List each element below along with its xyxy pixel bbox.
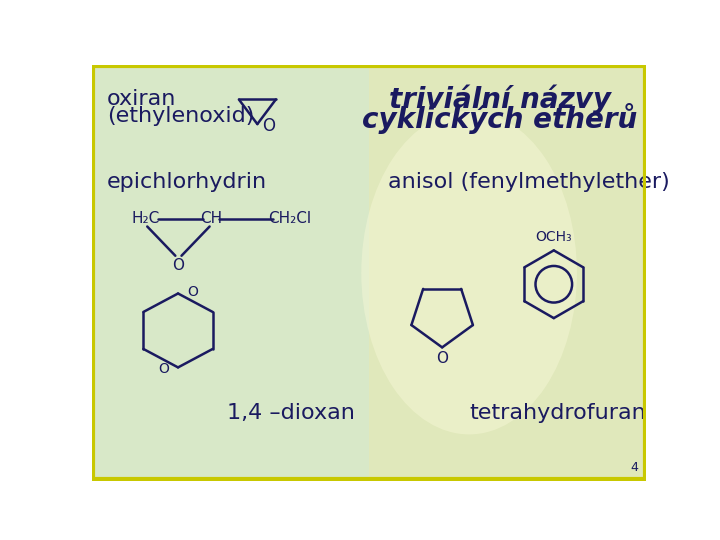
Text: O: O [436,350,448,366]
Text: triviální názvy: triviální názvy [389,85,611,114]
Ellipse shape [361,111,577,434]
Text: oxiran: oxiran [107,90,176,110]
Text: O: O [158,362,168,376]
Text: O: O [172,258,184,273]
Text: O: O [187,285,198,299]
Text: OCH₃: OCH₃ [536,230,572,244]
FancyBboxPatch shape [92,65,647,481]
Text: anisol (fenylmethylether): anisol (fenylmethylether) [388,172,670,192]
Text: CH: CH [200,211,222,226]
Text: 4: 4 [631,462,639,475]
Text: O: O [261,117,274,134]
Text: CH₂Cl: CH₂Cl [268,211,311,226]
Polygon shape [369,65,647,481]
Text: 1,4 –dioxan: 1,4 –dioxan [227,403,354,423]
Text: tetrahydrofuran: tetrahydrofuran [469,403,646,423]
Text: cyklických etherů: cyklických etherů [362,103,637,134]
Text: (ethylenoxid): (ethylenoxid) [107,106,255,126]
Text: H₂C: H₂C [132,211,160,226]
Text: epichlorhydrin: epichlorhydrin [107,172,267,192]
